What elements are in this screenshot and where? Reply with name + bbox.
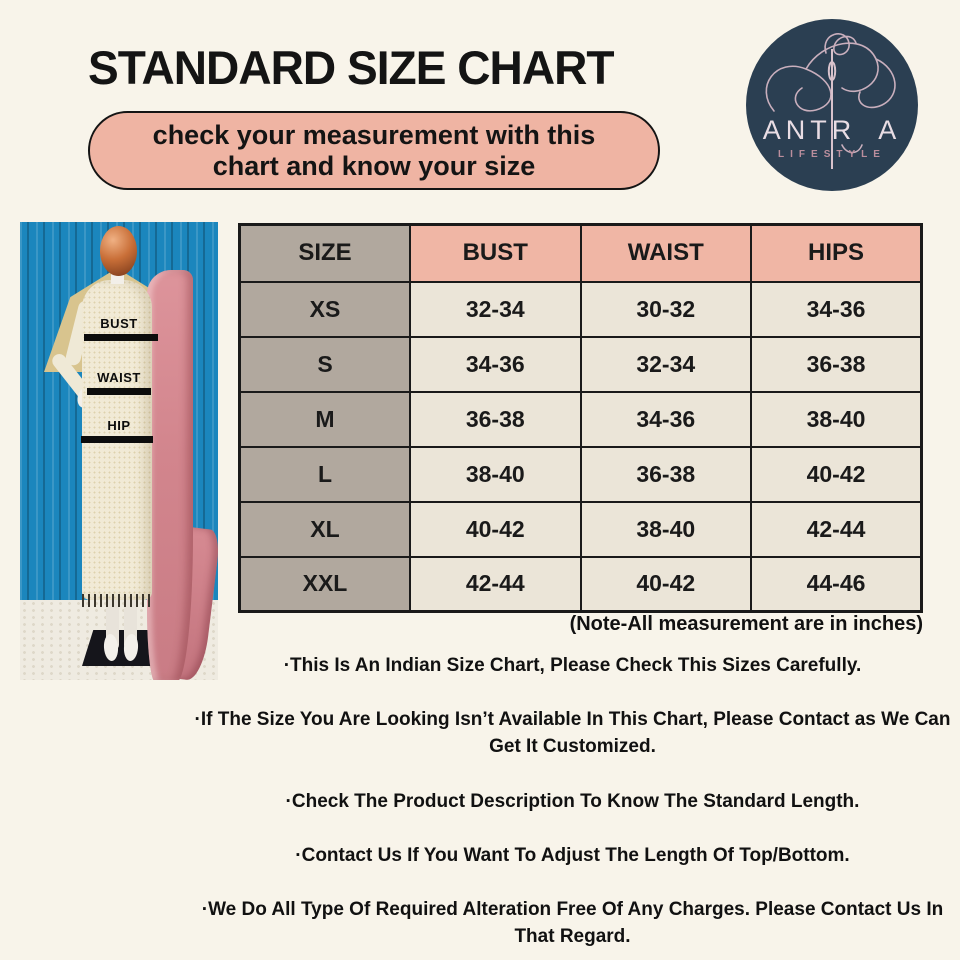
table-row: XXL 42-44 40-42 44-46 (238, 555, 923, 613)
brand-tagline: LIFESTYLE (778, 149, 886, 160)
col-header-hips: HIPS (750, 223, 923, 283)
unit-note: (Note-All measurement are in inches) (569, 613, 923, 635)
hips-cell: 36-38 (750, 335, 923, 393)
hip-label: HIP (107, 418, 131, 433)
note-free-alteration: ·We Do All Type Of Required Alteration F… (201, 899, 944, 947)
size-cell: M (238, 390, 411, 448)
table-header-row: SIZE BUST WAIST HIPS (238, 223, 923, 283)
note-adjust-length: ·Contact Us If You Want To Adjust The Le… (295, 845, 850, 866)
bust-label: BUST (100, 316, 138, 331)
table-row: S 34-36 32-34 36-38 (238, 335, 923, 393)
tagline-line2: chart and know your size (212, 150, 536, 181)
page-title: STANDARD SIZE CHART (88, 41, 615, 94)
size-cell: L (238, 445, 411, 503)
bust-cell: 34-36 (409, 335, 582, 393)
table-row: M 36-38 34-36 38-40 (238, 390, 923, 448)
note-standard-length: ·Check The Product Description To Know T… (285, 791, 860, 812)
note-customization: ·If The Size You Are Looking Isn’t Avail… (194, 709, 951, 757)
size-cell: S (238, 335, 411, 393)
waist-cell: 36-38 (579, 445, 752, 503)
hips-cell: 34-36 (750, 280, 923, 338)
table-row: XS 32-34 30-32 34-36 (238, 280, 923, 338)
size-cell: XL (238, 500, 411, 558)
note-indian-size-chart: ·This Is An Indian Size Chart, Please Ch… (283, 655, 862, 676)
waist-label: WAIST (97, 370, 141, 385)
product-photo: BUST WAIST HIP (20, 222, 218, 680)
waist-cell: 32-34 (579, 335, 752, 393)
tagline-pill: check your measurement with this chart a… (88, 111, 660, 190)
table-row: L 38-40 36-38 40-42 (238, 445, 923, 503)
waist-cell: 40-42 (579, 555, 752, 613)
bust-measure-bar (84, 334, 158, 341)
bust-cell: 36-38 (409, 390, 582, 448)
brand-name: ANTR A (746, 115, 918, 146)
col-header-size: SIZE (238, 223, 411, 283)
mannequin-head (100, 226, 137, 276)
col-header-waist: WAIST (579, 223, 752, 283)
brand-name-left: ANTR (762, 115, 857, 145)
hips-cell: 44-46 (750, 555, 923, 613)
hip-measure-bar (81, 436, 153, 443)
size-table: SIZE BUST WAIST HIPS XS 32-34 30-32 34-3… (238, 223, 923, 613)
thread-needle-icon (765, 33, 896, 169)
pink-dupatta (147, 270, 193, 680)
kurta-hem-tassels (82, 594, 152, 607)
bust-cell: 40-42 (409, 500, 582, 558)
brand-name-right: A (878, 115, 902, 145)
tagline-text: check your measurement with this chart a… (153, 120, 596, 182)
hips-cell: 38-40 (750, 390, 923, 448)
table-row: XL 40-42 38-40 42-44 (238, 500, 923, 558)
waist-cell: 38-40 (579, 500, 752, 558)
bust-cell: 42-44 (409, 555, 582, 613)
tagline-line1: check your measurement with this (152, 119, 596, 150)
hips-cell: 40-42 (750, 445, 923, 503)
bust-cell: 32-34 (409, 280, 582, 338)
hips-cell: 42-44 (750, 500, 923, 558)
size-cell: XXL (238, 555, 411, 613)
brand-logo: ANTR A LIFESTYLE (746, 19, 918, 191)
waist-cell: 30-32 (579, 280, 752, 338)
bust-cell: 38-40 (409, 445, 582, 503)
col-header-bust: BUST (409, 223, 582, 283)
waist-cell: 34-36 (579, 390, 752, 448)
waist-measure-bar (87, 388, 151, 395)
size-cell: XS (238, 280, 411, 338)
